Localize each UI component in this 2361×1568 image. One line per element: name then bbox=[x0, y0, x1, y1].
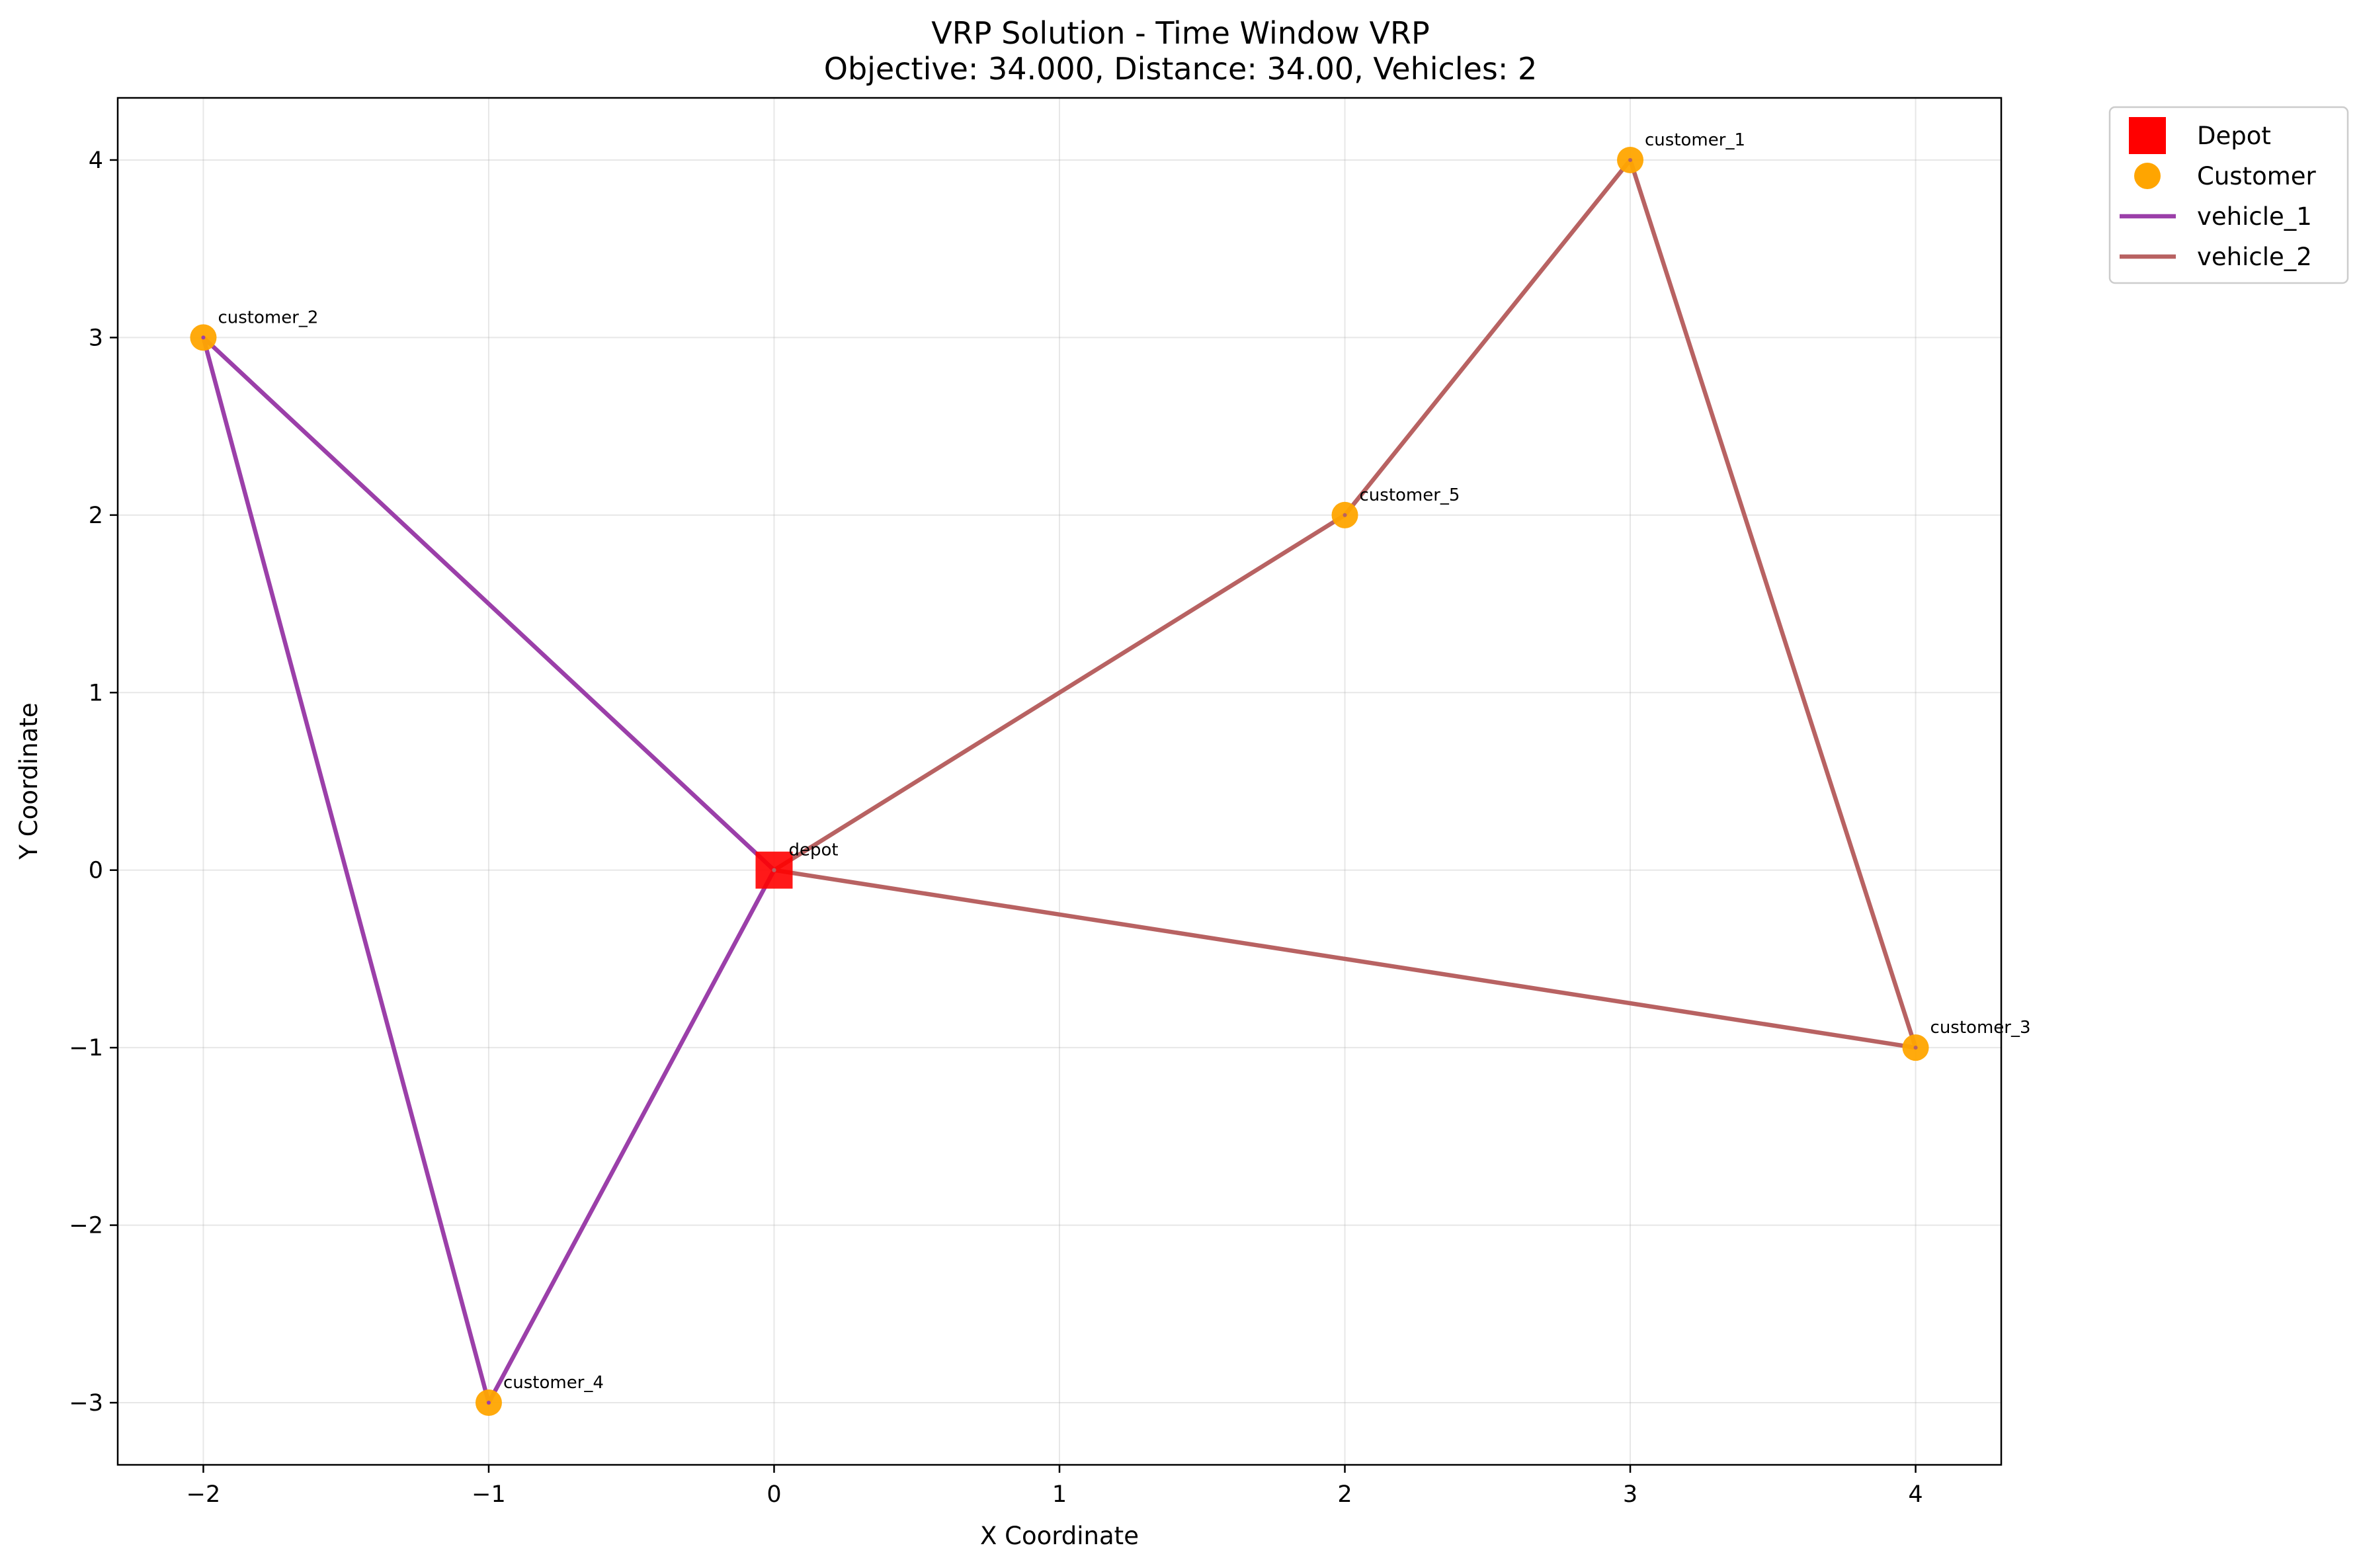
route-vertex bbox=[1343, 513, 1347, 517]
y-tick-label: 3 bbox=[89, 325, 103, 351]
legend-label: vehicle_1 bbox=[2197, 202, 2312, 231]
chart-title: VRP Solution - Time Window VRP bbox=[931, 15, 1429, 51]
route-vertex bbox=[1913, 1046, 1918, 1050]
legend-customer-swatch bbox=[2134, 163, 2161, 189]
x-tick-label: 0 bbox=[766, 1481, 781, 1508]
y-tick-label: −2 bbox=[69, 1213, 103, 1239]
x-axis-label: X Coordinate bbox=[980, 1522, 1139, 1550]
chart-subtitle: Objective: 34.000, Distance: 34.00, Vehi… bbox=[824, 51, 1537, 87]
route-vertex bbox=[1628, 157, 1633, 162]
y-tick-label: 2 bbox=[89, 503, 103, 529]
legend-box bbox=[2108, 106, 2349, 284]
legend-depot-swatch bbox=[2129, 117, 2166, 154]
route-vertex bbox=[486, 1401, 491, 1405]
point-label-customer-1: customer_1 bbox=[1645, 130, 1745, 150]
legend-label: Depot bbox=[2197, 122, 2271, 150]
y-tick-label: −1 bbox=[69, 1035, 103, 1061]
route-vertex bbox=[772, 868, 776, 872]
y-tick-label: 1 bbox=[89, 680, 103, 706]
y-tick-label: 4 bbox=[89, 147, 103, 174]
x-tick-label: 3 bbox=[1623, 1481, 1637, 1508]
route-vertex bbox=[201, 335, 206, 340]
x-tick-label: 2 bbox=[1337, 1481, 1352, 1508]
x-tick-label: −1 bbox=[472, 1481, 506, 1508]
legend-label: vehicle_2 bbox=[2197, 243, 2312, 271]
point-labels: depotcustomer_1customer_2customer_3custo… bbox=[218, 130, 2030, 1393]
points bbox=[190, 146, 1929, 1417]
y-axis-label: Y Coordinate bbox=[15, 702, 43, 860]
legend: Depot Customer vehicle_1 vehicle_2 bbox=[2108, 106, 2349, 284]
point-label-customer-4: customer_4 bbox=[503, 1373, 604, 1393]
point-label-customer-2: customer_2 bbox=[218, 308, 318, 327]
route-vehicle-1 bbox=[201, 335, 776, 1405]
y-tick-label: 0 bbox=[89, 858, 103, 884]
legend-label: Customer bbox=[2197, 162, 2317, 190]
point-label-customer-5: customer_5 bbox=[1360, 485, 1460, 505]
x-tick-label: 1 bbox=[1052, 1481, 1067, 1508]
y-tick-label: −3 bbox=[69, 1390, 103, 1417]
point-label-depot: depot bbox=[788, 841, 838, 860]
axis-ticks: −2 −1 0 1 2 3 4 −3 −2 −1 0 1 2 3 4 bbox=[69, 147, 1923, 1508]
x-tick-label: 4 bbox=[1908, 1481, 1923, 1508]
x-tick-label: −2 bbox=[186, 1481, 221, 1508]
grid bbox=[118, 98, 2001, 1465]
point-label-customer-3: customer_3 bbox=[1930, 1018, 2031, 1038]
